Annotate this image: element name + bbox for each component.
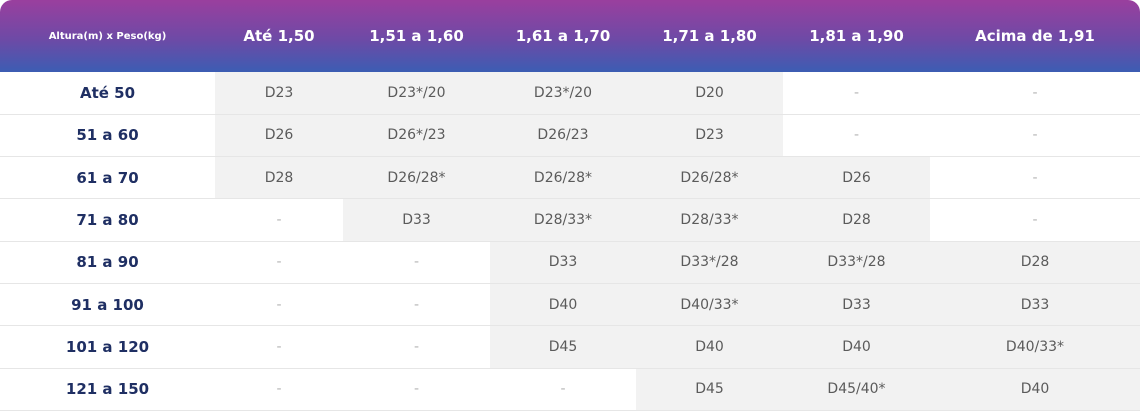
row-label: 51 a 60 [0, 114, 215, 158]
cell: D45 [490, 325, 636, 369]
row: 121 a 150 - - - D45 D45/40* D40 [0, 368, 1140, 411]
row: 51 a 60 D26 D26*/23 D26/23 D23 - - [0, 114, 1140, 158]
row-label: 71 a 80 [0, 198, 215, 242]
row-label: 61 a 70 [0, 156, 215, 200]
cell: - [783, 72, 930, 115]
cell: D33*/28 [783, 241, 930, 284]
cell: - [215, 368, 343, 411]
cell: D26 [215, 114, 343, 158]
header-cell: 1,51 a 1,60 [343, 0, 490, 72]
cell: D40/33* [930, 325, 1140, 369]
cell: D40 [930, 368, 1140, 411]
cell: D40/33* [636, 283, 783, 327]
cell: D20 [636, 72, 783, 115]
cell: D26/28* [636, 156, 783, 200]
header-cell: Altura(m) x Peso(kg) [0, 0, 215, 72]
cell: - [930, 114, 1140, 158]
row-label: 101 a 120 [0, 325, 215, 369]
row-label: Até 50 [0, 72, 215, 115]
cell: - [215, 198, 343, 242]
header-cell: Acima de 1,91 [930, 0, 1140, 72]
cell: - [930, 156, 1140, 200]
header-cell: 1,61 a 1,70 [490, 0, 636, 72]
cell: D28 [215, 156, 343, 200]
cell: D26/23 [490, 114, 636, 158]
cell: D23*/20 [490, 72, 636, 115]
cell: D33 [930, 283, 1140, 327]
cell: D33 [490, 241, 636, 284]
cell: - [343, 283, 490, 327]
cell: - [215, 241, 343, 284]
row: 91 a 100 - - D40 D40/33* D33 D33 [0, 283, 1140, 327]
row-label: 81 a 90 [0, 241, 215, 284]
cell: D28/33* [636, 198, 783, 242]
cell: D23 [215, 72, 343, 115]
cell: D28 [783, 198, 930, 242]
header-cell: Até 1,50 [215, 0, 343, 72]
header-cell: 1,81 a 1,90 [783, 0, 930, 72]
size-table: Altura(m) x Peso(kg) Até 1,50 1,51 a 1,6… [0, 0, 1140, 411]
row: 61 a 70 D28 D26/28* D26/28* D26/28* D26 … [0, 156, 1140, 200]
row: 81 a 90 - - D33 D33*/28 D33*/28 D28 [0, 241, 1140, 284]
cell: - [930, 72, 1140, 115]
cell: D33 [343, 198, 490, 242]
cell: D33*/28 [636, 241, 783, 284]
cell: - [783, 114, 930, 158]
cell: D26/28* [343, 156, 490, 200]
cell: D26 [783, 156, 930, 200]
cell: D23*/20 [343, 72, 490, 115]
row-label: 121 a 150 [0, 368, 215, 411]
cell: D28/33* [490, 198, 636, 242]
cell: - [343, 325, 490, 369]
cell: D28 [930, 241, 1140, 284]
cell: - [930, 198, 1140, 242]
cell: D45 [636, 368, 783, 411]
row: Até 50 D23 D23*/20 D23*/20 D20 - - [0, 72, 1140, 115]
cell: - [215, 283, 343, 327]
table-header: Altura(m) x Peso(kg) Até 1,50 1,51 a 1,6… [0, 0, 1140, 72]
cell: D23 [636, 114, 783, 158]
cell: - [343, 368, 490, 411]
cell: - [215, 325, 343, 369]
header-cell: 1,71 a 1,80 [636, 0, 783, 72]
row-label: 91 a 100 [0, 283, 215, 327]
cell: D45/40* [783, 368, 930, 411]
row: 101 a 120 - - D45 D40 D40 D40/33* [0, 325, 1140, 369]
cell: D26/28* [490, 156, 636, 200]
cell: D40 [636, 325, 783, 369]
cell: D40 [783, 325, 930, 369]
cell: D26*/23 [343, 114, 490, 158]
cell: D33 [783, 283, 930, 327]
cell: - [490, 368, 636, 411]
cell: D40 [490, 283, 636, 327]
row: 71 a 80 - D33 D28/33* D28/33* D28 - [0, 198, 1140, 242]
header-row: Altura(m) x Peso(kg) Até 1,50 1,51 a 1,6… [0, 0, 1140, 72]
table-body: Até 50 D23 D23*/20 D23*/20 D20 - - 51 a … [0, 72, 1140, 411]
cell: - [343, 241, 490, 284]
